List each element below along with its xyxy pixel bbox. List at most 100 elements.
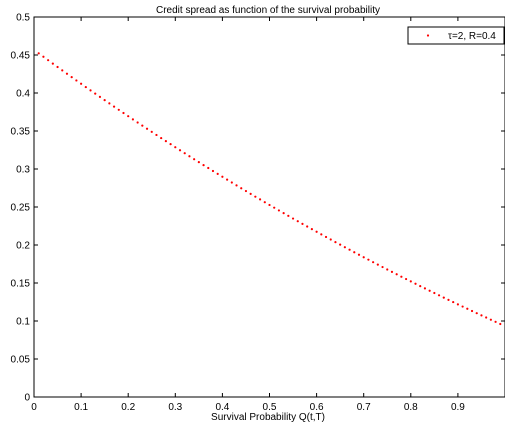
- data-point: [122, 111, 125, 115]
- data-point: [202, 164, 205, 167]
- data-point: [277, 209, 281, 212]
- data-point: [226, 178, 229, 181]
- data-point: [169, 143, 172, 146]
- data-point: [263, 201, 266, 204]
- data-point: [428, 289, 431, 292]
- data-point: [343, 246, 346, 249]
- data-point: [386, 268, 389, 271]
- data-point: [268, 203, 271, 207]
- data-point: [291, 217, 295, 220]
- data-point: [404, 277, 408, 281]
- data-point: [117, 108, 120, 111]
- data-point: [452, 300, 455, 304]
- x-tick-label: 0.2: [121, 402, 135, 413]
- data-point: [188, 155, 191, 158]
- data-point: [362, 256, 365, 259]
- data-point: [433, 291, 436, 295]
- x-tick-label: 0.6: [310, 402, 324, 413]
- y-tick-label: 0.5: [16, 13, 30, 24]
- data-point: [310, 228, 313, 231]
- y-tick-label: 0.15: [11, 279, 31, 290]
- y-tick-label: 0.45: [11, 51, 31, 62]
- data-point: [461, 305, 464, 308]
- data-point: [419, 285, 422, 288]
- data-point: [376, 263, 379, 266]
- data-point: [494, 320, 497, 323]
- data-point: [437, 294, 441, 297]
- y-tick-label: 0.05: [11, 355, 31, 366]
- data-point: [475, 312, 478, 315]
- data-point: [315, 230, 318, 233]
- data-point: [56, 65, 59, 69]
- x-tick-label: 0.1: [74, 402, 88, 413]
- data-point: [145, 127, 149, 130]
- data-point: [37, 52, 40, 55]
- data-point: [395, 273, 398, 276]
- y-tick-label: 0.4: [16, 89, 30, 100]
- data-point: [183, 152, 186, 155]
- data-point: [108, 102, 111, 105]
- data-point: [306, 225, 309, 228]
- data-point: [207, 166, 210, 170]
- data-point: [211, 169, 215, 173]
- x-tick-label: 0.5: [263, 402, 277, 413]
- data-point: [249, 192, 252, 195]
- y-tick-label: 0.1: [16, 317, 30, 328]
- data-point: [61, 69, 64, 72]
- data-point: [414, 282, 417, 285]
- data-point: [141, 124, 144, 127]
- data-point: [103, 99, 106, 102]
- data-point: [136, 121, 139, 124]
- legend: τ=2, R=0.4: [407, 26, 505, 45]
- data-point: [423, 287, 427, 290]
- data-point: [456, 303, 459, 306]
- y-tick-label: 0.3: [16, 165, 30, 176]
- data-point: [372, 261, 375, 264]
- data-point: [329, 238, 332, 241]
- chart-title: Credit spread as function of the surviva…: [156, 5, 380, 16]
- data-point: [447, 298, 450, 301]
- data-point: [94, 92, 97, 95]
- data-point: [244, 189, 248, 193]
- x-axis-label: Survival Probability Q(t,T): [211, 412, 325, 423]
- y-tick-label: 0.2: [16, 241, 30, 252]
- data-point: [80, 82, 83, 85]
- data-point: [381, 265, 384, 269]
- data-point: [178, 149, 182, 152]
- data-point: [273, 206, 276, 209]
- data-point: [230, 181, 233, 184]
- y-tick-label: 0.25: [11, 203, 31, 214]
- data-point: [112, 105, 116, 108]
- x-tick-label: 0.9: [451, 402, 465, 413]
- data-point: [240, 187, 243, 190]
- data-point: [499, 322, 502, 326]
- data-point: [131, 118, 135, 121]
- data-point: [390, 270, 394, 274]
- data-point: [348, 248, 351, 251]
- data-point: [442, 296, 445, 299]
- data-point: [282, 212, 285, 215]
- data-point: [70, 76, 73, 79]
- data-point: [221, 175, 224, 178]
- data-point: [400, 275, 403, 278]
- data-point: [409, 280, 412, 283]
- data-point: [339, 243, 342, 246]
- x-tick-label: 0.7: [357, 402, 371, 413]
- data-point: [89, 89, 92, 92]
- data-point: [160, 136, 163, 140]
- data-point: [480, 314, 483, 317]
- data-point: [174, 146, 177, 149]
- data-point: [98, 95, 102, 98]
- data-point: [235, 184, 238, 187]
- data-point: [155, 133, 158, 137]
- data-point: [42, 55, 45, 58]
- data-point: [466, 307, 469, 310]
- data-point: [353, 251, 356, 254]
- data-point: [75, 79, 78, 82]
- data-point: [193, 158, 196, 161]
- data-point: [258, 198, 262, 201]
- data-point: [485, 316, 488, 319]
- data-point: [84, 85, 87, 89]
